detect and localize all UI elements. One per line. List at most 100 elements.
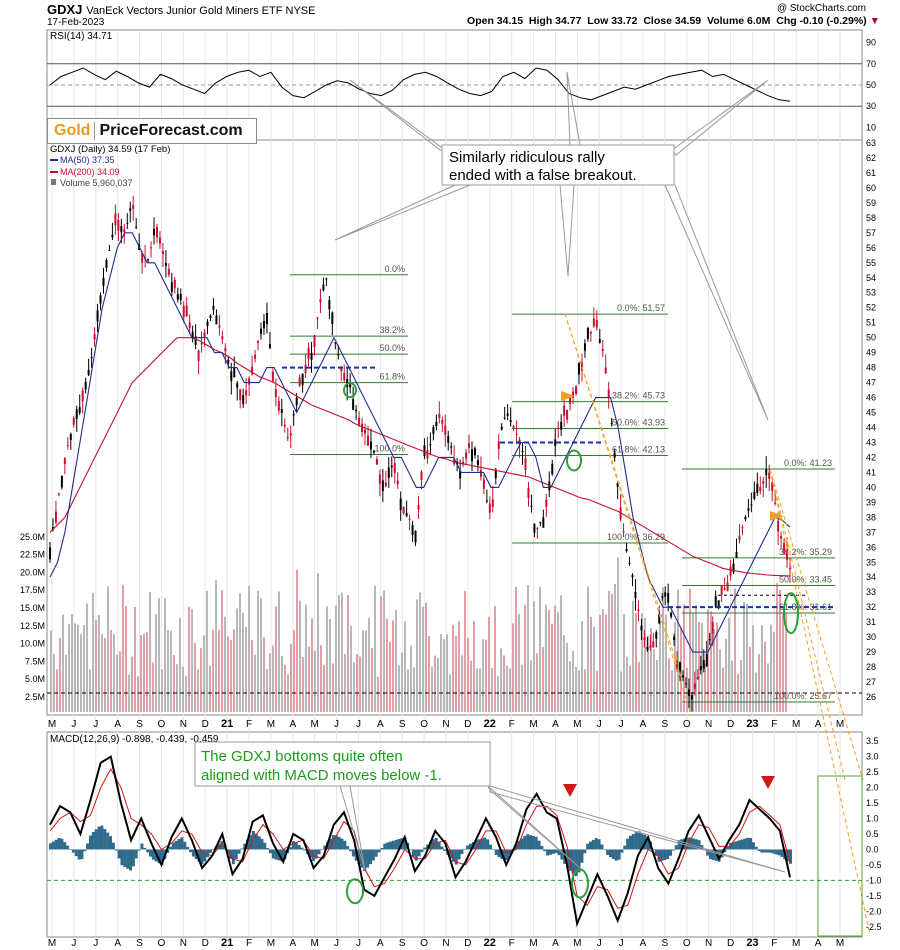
volume-bar — [614, 583, 616, 712]
volume-bar — [302, 657, 304, 712]
price-candle-body — [682, 675, 685, 678]
price-candle-body — [572, 391, 575, 398]
macd-histogram-bar — [509, 849, 512, 855]
volume-bar — [707, 609, 709, 712]
volume-bar — [620, 671, 622, 712]
volume-bar — [719, 649, 721, 712]
target-zone-box — [817, 775, 863, 937]
macd-title: MACD(12,26,9) -0.898, -0.439, -0.459 — [50, 734, 219, 745]
volume-bar — [218, 629, 220, 712]
price-candle-body — [765, 469, 768, 476]
volume-bar — [587, 586, 589, 712]
volume-bar — [263, 637, 265, 712]
price-candle-body — [783, 543, 786, 552]
volume-bar — [227, 636, 229, 712]
macd-histogram-bar — [591, 839, 595, 850]
macd-histogram-bar — [189, 849, 192, 853]
rsi-tick-label: 70 — [866, 59, 876, 69]
volume-bar — [77, 624, 79, 712]
macd-histogram-bar — [240, 848, 244, 850]
price-candle-body — [179, 293, 182, 301]
volume-bar — [605, 614, 607, 712]
volume-bar — [380, 596, 382, 712]
volume-bar — [338, 594, 340, 712]
price-candle-body — [450, 446, 453, 448]
volume-bar — [713, 629, 715, 712]
price-tick-label: 53 — [866, 288, 876, 298]
volume-bar — [113, 634, 115, 712]
fib-level-label: 50.0%: 33.45 — [779, 574, 832, 584]
macd-histogram-bar — [346, 845, 350, 850]
macd-tick-label: 3.0 — [866, 752, 879, 762]
volume-bar — [221, 590, 223, 712]
price-candle-body — [343, 373, 346, 381]
price-candle-body — [631, 575, 634, 578]
x-axis-label: D — [202, 938, 209, 949]
price-candle-body — [637, 609, 640, 612]
price-candle-body — [673, 636, 676, 640]
macd-histogram-bar — [60, 838, 64, 850]
volume-bar — [785, 612, 787, 712]
x-axis-label: N — [705, 938, 712, 949]
price-tick-label: 55 — [866, 258, 876, 268]
x-axis-label: A — [289, 938, 296, 949]
x-axis-label: D — [202, 719, 209, 730]
price-candle-body — [322, 284, 325, 291]
volume-bar — [746, 603, 748, 712]
price-candle-body — [563, 405, 566, 416]
macd-histogram-bar — [357, 849, 361, 865]
x-axis-label: J — [619, 938, 624, 949]
price-axis: 26 27 28 29 30 31 32 33 34 35 36 37 38 39 40 41 42 43 44 45… — [866, 138, 876, 702]
volume-bar — [167, 630, 169, 712]
macd-histogram-bar — [629, 835, 632, 850]
fib-level-label: 61.8% — [379, 372, 405, 382]
volume-bar — [479, 668, 481, 712]
price-candle-body — [583, 343, 586, 351]
down-triangle-icon: ▼ — [866, 15, 880, 27]
x-axis-label: D — [464, 719, 471, 730]
volume-bar — [590, 616, 592, 712]
volume-bar — [362, 630, 364, 712]
price-candle-body — [711, 622, 714, 634]
volume-bar — [224, 616, 226, 712]
macd-histogram-bar — [460, 849, 464, 855]
volume-bar — [158, 598, 160, 712]
price-candle-body — [503, 417, 506, 419]
volume-bar — [521, 664, 523, 712]
macd-histogram-bar — [140, 843, 144, 850]
macd-histogram-bar — [320, 849, 324, 850]
price-candle-body — [771, 482, 774, 491]
macd-histogram-bar — [63, 842, 67, 850]
rsi-tick-label: 30 — [866, 101, 876, 111]
price-candle-body — [316, 317, 319, 319]
x-axis-label: J — [334, 938, 339, 949]
volume-bar — [101, 634, 103, 712]
volume-bar — [329, 619, 331, 712]
fib-level-label: 100.0%: 25.67 — [774, 691, 832, 701]
volume-tick-label: 20.0M — [20, 567, 45, 577]
macd-histogram-bar — [131, 849, 135, 867]
price-candle-body — [313, 335, 316, 348]
price-candle-body — [164, 262, 167, 266]
macd-histogram-bar — [429, 841, 432, 850]
macd-histogram-bar — [546, 849, 550, 856]
macd-histogram-bar — [640, 833, 644, 850]
volume-bar — [359, 656, 361, 712]
price-candle-body — [417, 505, 420, 510]
price-candle-body — [111, 234, 114, 238]
macd-histogram-bar — [71, 849, 75, 853]
macd-histogram-bar — [526, 834, 530, 850]
volume-bar — [176, 664, 178, 712]
support-ellipse — [343, 382, 357, 399]
volume-bar — [152, 662, 154, 712]
x-axis-label: M — [792, 719, 800, 730]
x-axis-label: A — [552, 719, 559, 730]
macd-histogram-bar — [443, 849, 447, 851]
macd-histogram-bar — [506, 849, 510, 861]
price-candle-body — [539, 522, 542, 524]
macd-histogram-bar — [671, 849, 675, 851]
callout-box-rally — [441, 144, 675, 186]
macd-histogram-bar — [474, 840, 478, 850]
macd-histogram-bar — [711, 849, 715, 860]
macd-tick-label: -0.5 — [866, 860, 882, 870]
